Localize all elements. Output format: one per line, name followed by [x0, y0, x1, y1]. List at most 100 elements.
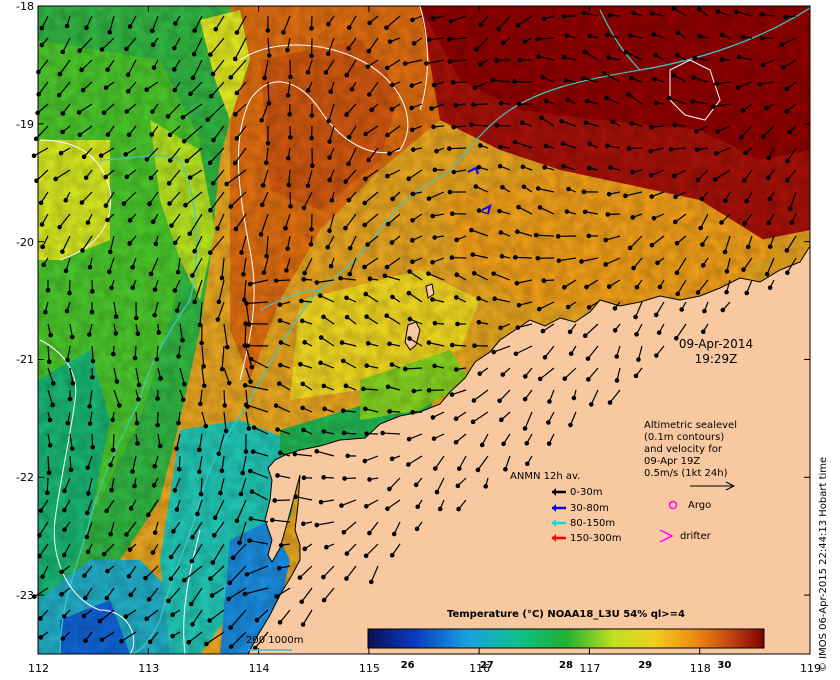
velocity-arrow: [385, 384, 401, 391]
argo-icon: [668, 500, 678, 510]
velocity-arrow: [172, 37, 181, 51]
velocity-arrow: [60, 37, 71, 55]
velocity-arrow: [520, 164, 533, 171]
velocity-arrow: [288, 191, 293, 209]
velocity-arrow: [261, 257, 269, 275]
velocity-arrow: [447, 189, 467, 195]
velocity-arrow: [742, 213, 753, 226]
velocity-arrow: [45, 279, 51, 293]
velocity-arrow: [519, 120, 533, 127]
velocity-arrow: [300, 381, 313, 391]
velocity-arrow: [449, 389, 467, 397]
velocity-arrow: [84, 499, 93, 516]
velocity-arrow: [499, 253, 511, 259]
velocity-arrow: [454, 295, 467, 303]
altimetry-line-3: and velocity for: [644, 444, 723, 455]
velocity-arrow: [385, 213, 401, 227]
velocity-arrow: [109, 477, 115, 493]
velocity-arrow: [430, 213, 445, 219]
velocity-arrow: [585, 345, 599, 361]
velocity-arrow: [125, 81, 137, 94]
velocity-arrow: [522, 411, 533, 431]
velocity-arrow: [389, 543, 401, 558]
velocity-arrow: [719, 32, 731, 39]
velocity-arrow: [389, 103, 401, 112]
velocity-arrow: [90, 279, 95, 294]
velocity-arrow: [448, 15, 467, 24]
velocity-arrow: [169, 213, 181, 228]
velocity-arrow: [239, 235, 247, 255]
velocity-arrow: [245, 367, 253, 384]
velocity-arrow: [300, 405, 313, 413]
velocity-arrow: [540, 323, 555, 334]
velocity-arrow: [328, 81, 335, 94]
velocity-arrow: [264, 235, 269, 259]
velocity-arrow: [65, 345, 71, 363]
velocity-arrow: [85, 455, 93, 471]
velocity-arrow: [671, 72, 687, 83]
velocity-arrow: [455, 477, 467, 489]
velocity-arrow: [299, 298, 313, 304]
velocity-arrow: [695, 279, 709, 295]
velocity-arrow: [305, 59, 313, 75]
velocity-arrow: [476, 296, 489, 303]
velocity-arrow: [130, 455, 137, 474]
velocity-arrow: [540, 75, 555, 83]
velocity-arrow: [285, 37, 291, 53]
velocity-arrow: [562, 367, 577, 381]
velocity-arrow: [146, 587, 159, 602]
velocity-arrow: [483, 477, 489, 489]
velocity-arrow: [449, 255, 467, 260]
velocity-arrow: [104, 499, 115, 514]
velocity-arrow: [83, 169, 93, 181]
velocity-arrow: [305, 169, 313, 188]
velocity-arrow: [67, 389, 73, 402]
velocity-arrow: [426, 37, 445, 43]
velocity-arrow: [431, 433, 445, 441]
velocity-arrow: [409, 125, 423, 133]
velocity-arrow: [653, 52, 665, 61]
velocity-arrow: [176, 455, 182, 472]
velocity-arrow: [556, 257, 577, 263]
velocity-arrow: [277, 565, 291, 571]
velocity-arrow: [64, 301, 71, 314]
velocity-arrow: [218, 477, 225, 496]
velocity-arrow: [82, 565, 93, 578]
velocity-arrow: [277, 301, 291, 308]
velocity-arrow: [516, 204, 533, 215]
velocity-arrow: [134, 411, 140, 426]
credit-line: © IMOS 06-Apr-2015 22:44:13 Hobart time: [818, 456, 829, 672]
velocity-arrow: [309, 213, 314, 232]
velocity-arrow: [515, 229, 533, 237]
velocity-arrow: [382, 273, 401, 281]
velocity-arrow: [124, 103, 137, 114]
velocity-arrow: [724, 257, 731, 274]
velocity-arrow: [226, 587, 247, 602]
velocity-arrow: [181, 125, 203, 144]
velocity-arrow: [232, 37, 247, 62]
velocity-arrow: [302, 257, 313, 276]
velocity-arrow: [146, 499, 159, 518]
velocity-arrow: [411, 37, 423, 46]
velocity-arrow: [37, 543, 49, 559]
velocity-arrow: [207, 147, 225, 166]
velocity-arrow: [321, 314, 335, 325]
velocity-arrow: [85, 213, 93, 225]
velocity-arrow: [308, 235, 314, 247]
velocity-arrow: [172, 279, 181, 293]
velocity-arrow: [38, 609, 49, 621]
velocity-arrow: [698, 213, 709, 231]
velocity-arrow: [692, 55, 709, 61]
velocity-arrow: [224, 169, 247, 187]
velocity-arrow: [341, 521, 357, 535]
velocity-arrow: [127, 235, 137, 246]
velocity-arrow: [363, 125, 379, 137]
velocity-arrow: [410, 15, 423, 23]
velocity-arrow: [270, 517, 291, 523]
argo-label: Argo: [688, 500, 712, 511]
velocity-arrow: [471, 389, 489, 403]
velocity-arrow: [278, 362, 291, 369]
velocity-arrow: [148, 169, 159, 181]
velocity-arrow: [174, 301, 181, 313]
colorbar-title: Temperature (°C) NOAA18_L3U 54% ql>=4: [446, 609, 686, 620]
